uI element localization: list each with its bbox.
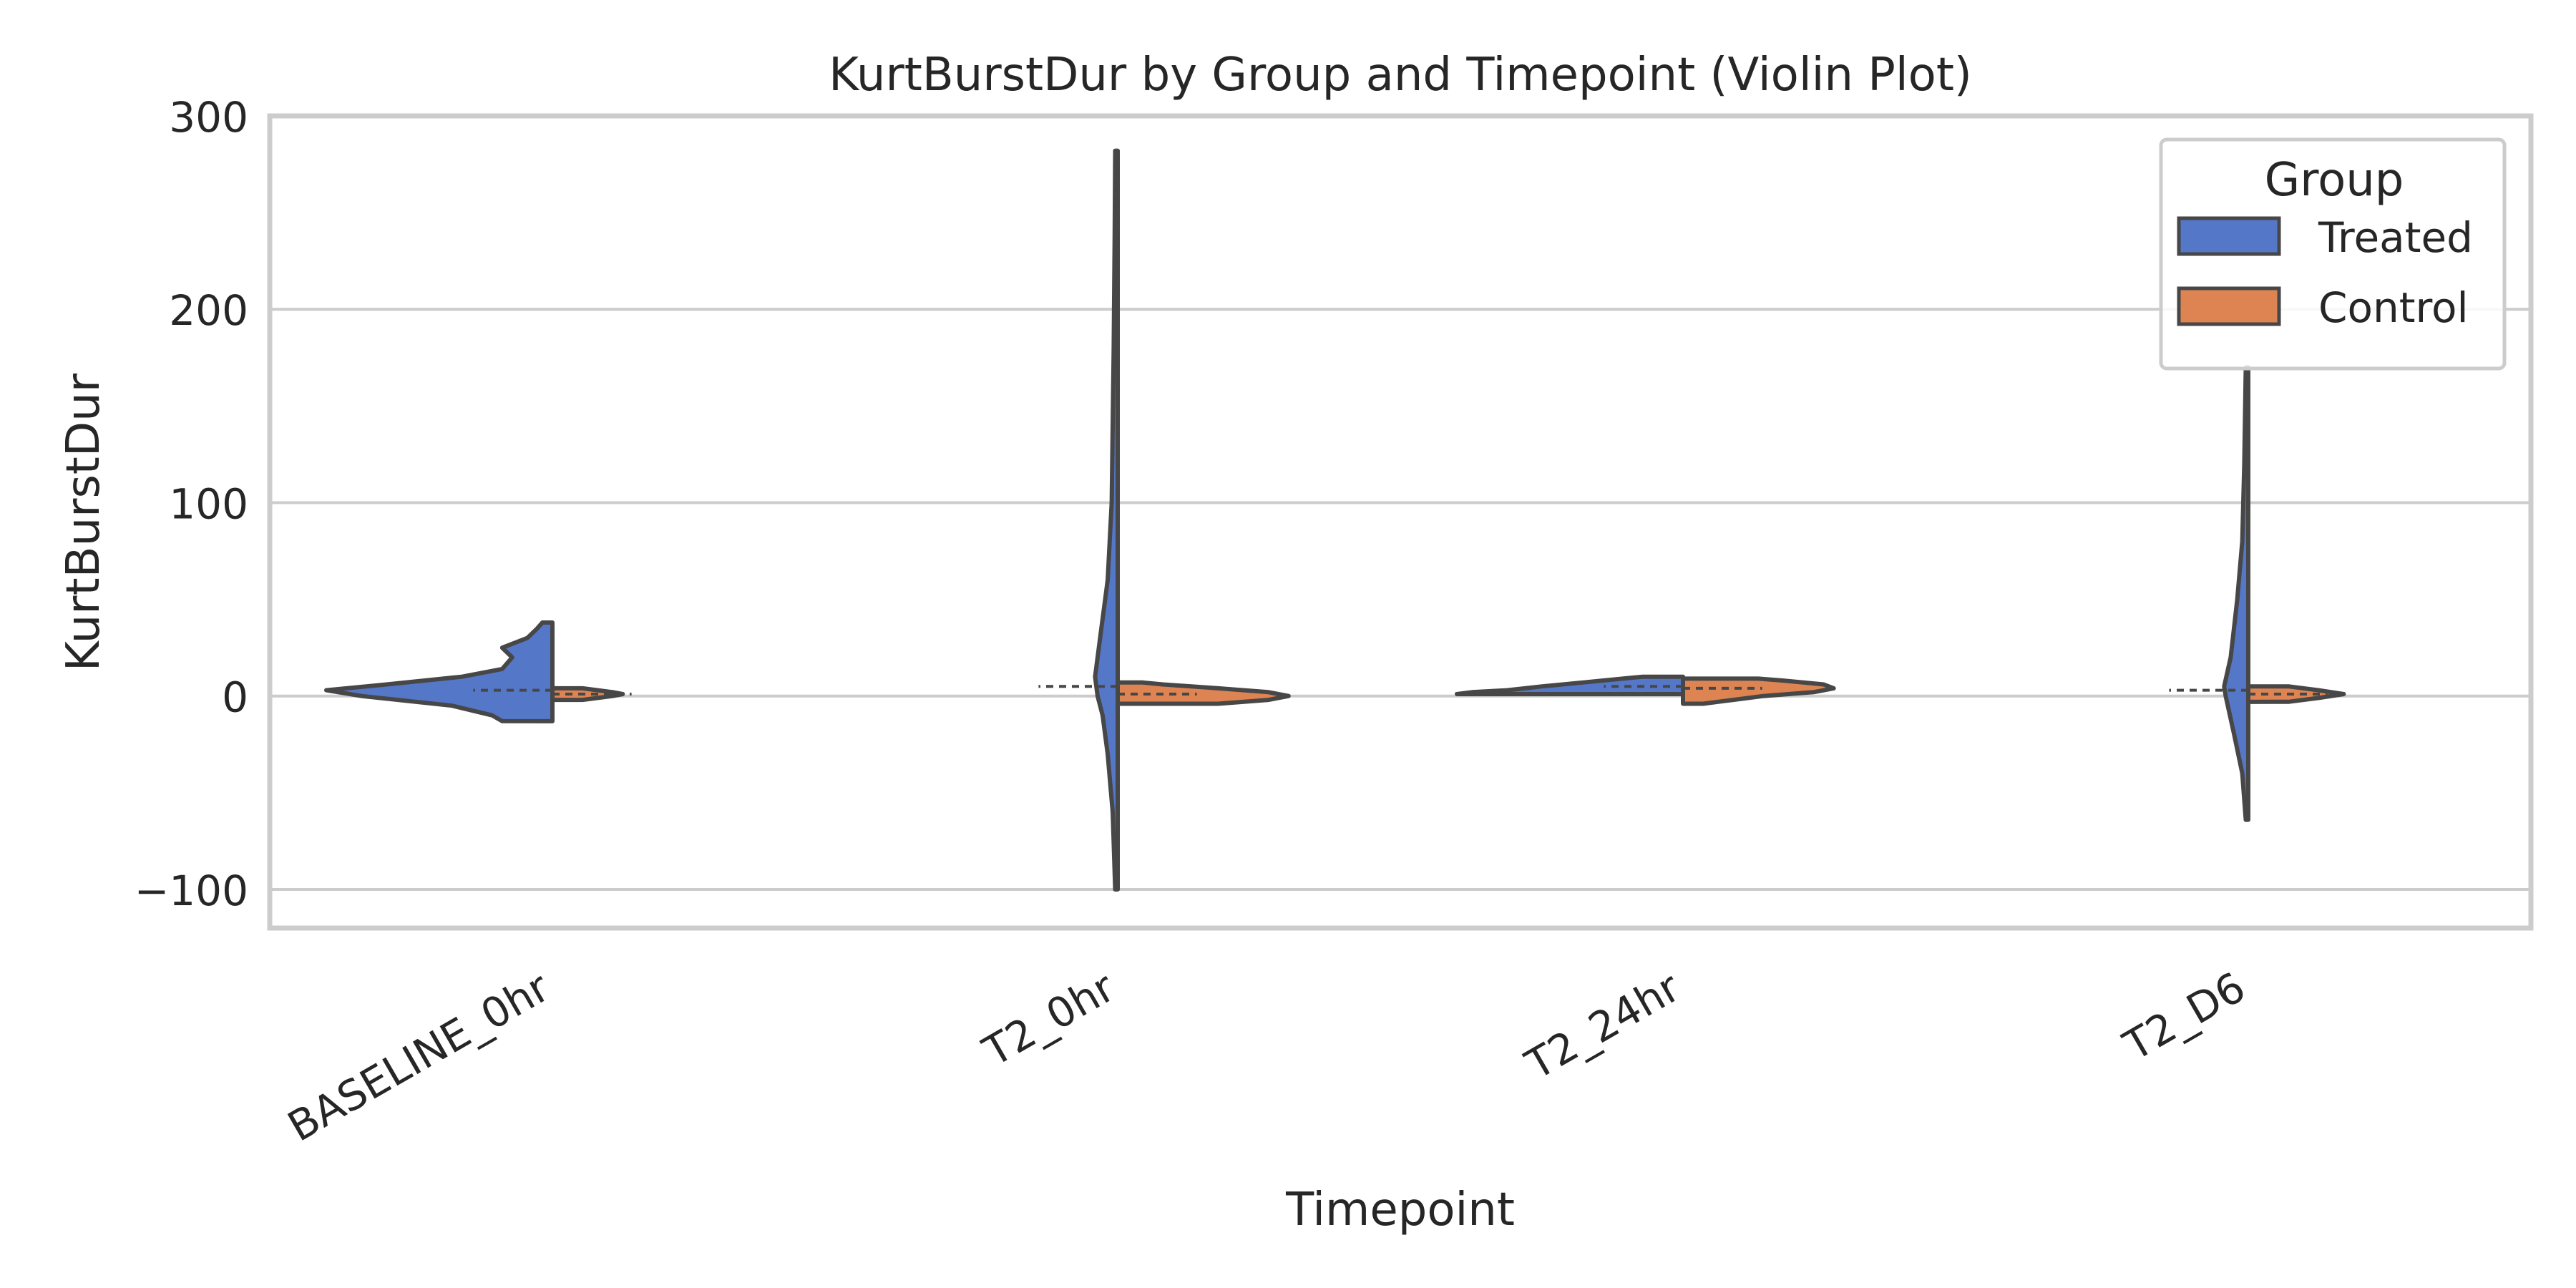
violin-body (2222, 365, 2250, 822)
violin-treated-t2-d6 (2169, 365, 2250, 822)
x-tick-label-baseline-0hr: BASELINE_0hr (280, 962, 557, 1151)
legend-swatch (2177, 286, 2281, 326)
violin-body (2246, 684, 2346, 704)
violin-treated-baseline-0hr (324, 620, 555, 723)
x-tick-label-t2-24hr: T2_24hr (1517, 962, 1688, 1089)
x-tick-label-t2-d6: T2_D6 (2115, 962, 2253, 1070)
violin-body (1093, 148, 1120, 892)
legend-item-treated: Treated (2177, 213, 2473, 262)
legend-item-control: Control (2177, 283, 2469, 332)
y-tick-label: 100 (169, 479, 248, 528)
violin-body (1455, 674, 1685, 697)
x-tick-label-t2-0hr: T2_0hr (975, 962, 1123, 1076)
violin-control-baseline-0hr (550, 686, 632, 703)
legend-title: Group (2265, 154, 2404, 207)
y-tick-label: −100 (135, 867, 248, 915)
x-axis-ticks: BASELINE_0hr T2_0hr T2_24hr T2_D6 (280, 962, 2253, 1151)
violin-control-t2-d6 (2246, 684, 2346, 704)
violin-treated-t2-24hr (1455, 674, 1685, 697)
legend-items: Treated Control (2177, 213, 2473, 332)
violin-control-t2-0hr (1116, 680, 1291, 706)
violin-body (1681, 676, 1836, 706)
y-tick-label: 200 (169, 286, 248, 335)
legend-label: Treated (2318, 213, 2473, 262)
y-tick-label: 300 (169, 93, 248, 142)
plot-frame (267, 113, 2534, 931)
chart-title: KurtBurstDur by Group and Timepoint (Vio… (829, 49, 1972, 102)
violins (324, 148, 2346, 892)
legend-swatch (2177, 216, 2281, 256)
violin-control-t2-24hr (1681, 676, 1836, 706)
violin-body (550, 686, 625, 703)
violin-body (1116, 680, 1291, 706)
y-tick-label: 0 (222, 673, 248, 722)
y-axis-label: KurtBurstDur (57, 373, 110, 671)
violin-body (324, 620, 555, 723)
legend: Group Treated Control (2159, 137, 2507, 371)
violin-treated-t2-0hr (1038, 148, 1120, 892)
legend-label: Control (2318, 283, 2469, 332)
x-axis-label: Timepoint (1285, 1184, 1515, 1236)
y-axis-ticks: −100 0 100 200 300 (135, 93, 248, 915)
